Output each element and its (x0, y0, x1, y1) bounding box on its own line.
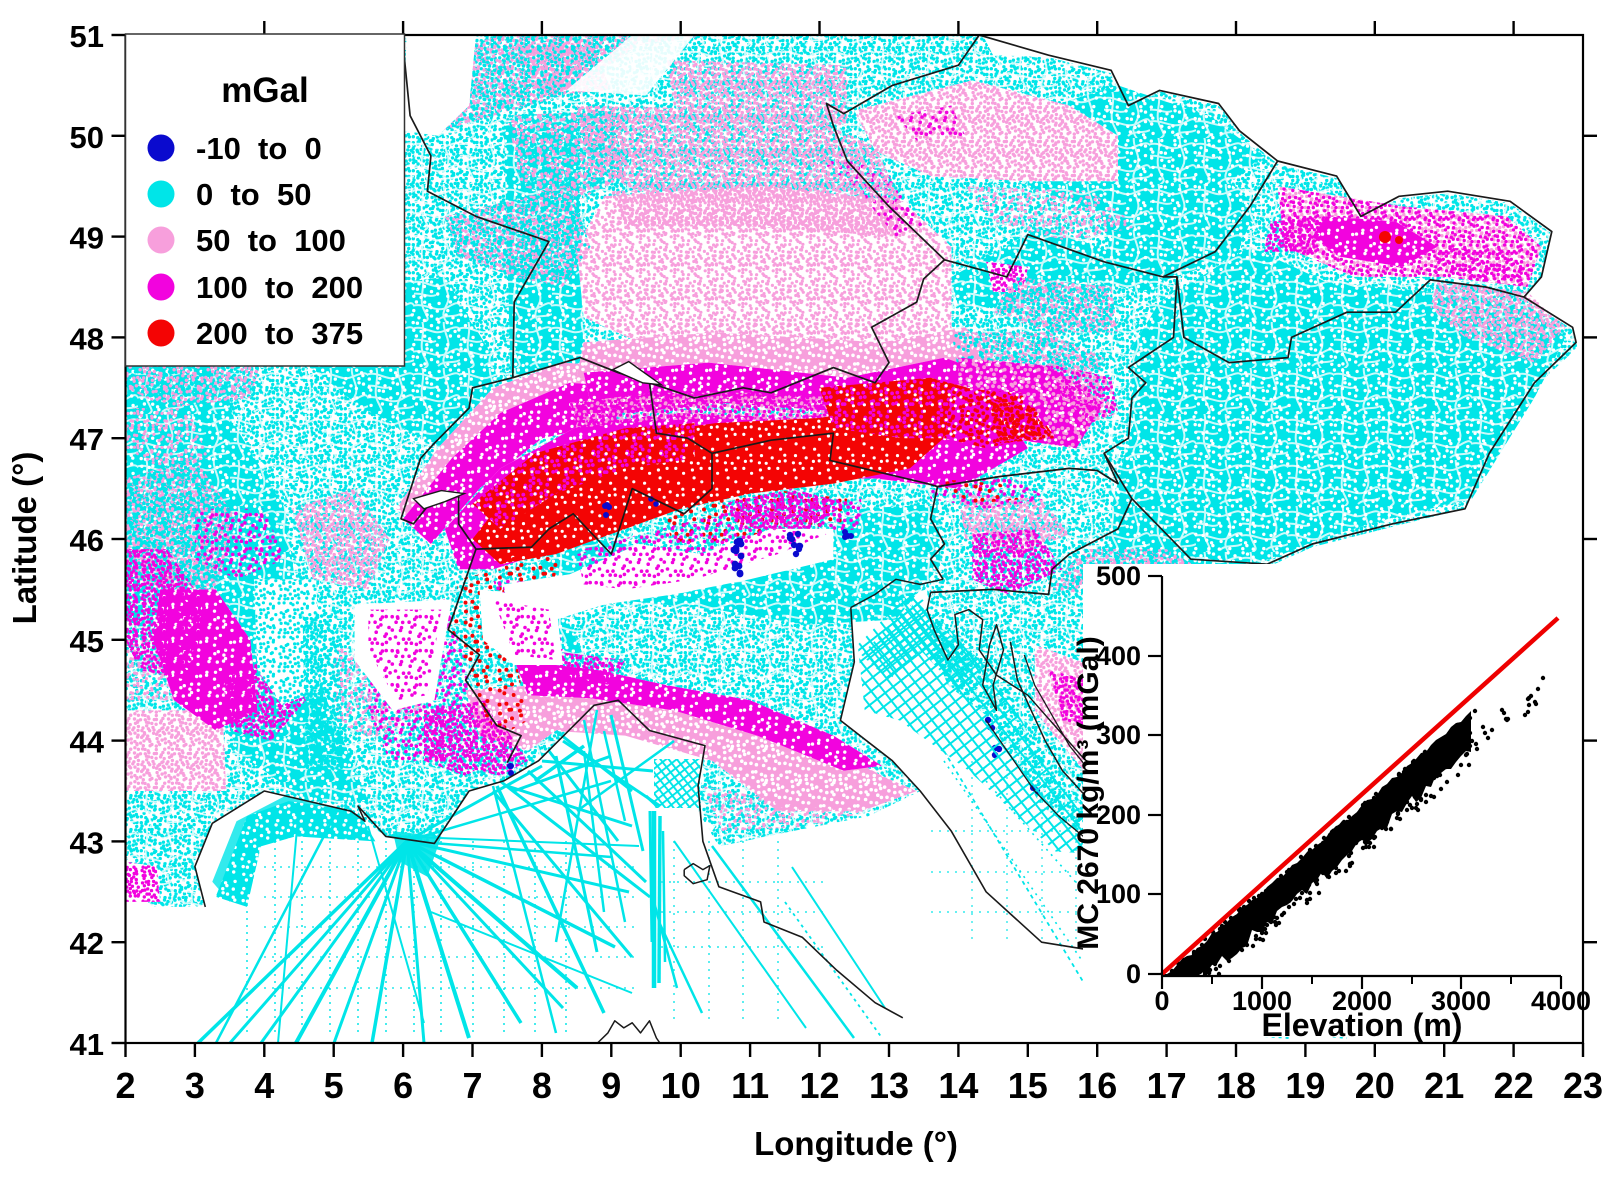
svg-text:43: 43 (70, 825, 104, 860)
svg-text:13: 13 (869, 1065, 909, 1106)
svg-text:3: 3 (185, 1065, 205, 1106)
svg-text:14: 14 (938, 1065, 978, 1106)
svg-text:20: 20 (1355, 1065, 1395, 1106)
svg-text:46: 46 (70, 523, 104, 558)
svg-text:18: 18 (1216, 1065, 1256, 1106)
svg-text:21: 21 (1424, 1065, 1464, 1106)
svg-text:4: 4 (254, 1065, 274, 1106)
svg-text:15: 15 (1008, 1065, 1048, 1106)
svg-text:10: 10 (661, 1065, 701, 1106)
svg-text:2: 2 (115, 1065, 135, 1106)
svg-text:45: 45 (70, 624, 104, 659)
svg-text:mGal: mGal (221, 71, 309, 110)
svg-text:44: 44 (70, 725, 105, 760)
svg-text:51: 51 (70, 19, 104, 54)
svg-text:300: 300 (1096, 720, 1141, 750)
svg-text:2000: 2000 (1332, 986, 1392, 1016)
svg-text:3000: 3000 (1431, 986, 1491, 1016)
svg-text:200: 200 (1096, 800, 1141, 830)
svg-text:12: 12 (799, 1065, 839, 1106)
svg-text:100: 100 (1096, 879, 1141, 909)
svg-text:47: 47 (70, 422, 104, 457)
svg-text:7: 7 (462, 1065, 482, 1106)
svg-text:100 to 200: 100 to 200 (196, 270, 363, 305)
svg-text:23: 23 (1563, 1065, 1603, 1106)
svg-text:0: 0 (1126, 959, 1141, 989)
svg-text:16: 16 (1077, 1065, 1117, 1106)
svg-text:5: 5 (324, 1065, 344, 1106)
svg-text:22: 22 (1494, 1065, 1534, 1106)
svg-text:19: 19 (1285, 1065, 1325, 1106)
svg-text:48: 48 (70, 321, 104, 356)
svg-text:Elevation (m): Elevation (m) (1262, 1007, 1463, 1043)
svg-text:500: 500 (1096, 561, 1141, 591)
svg-text:50 to 100: 50 to 100 (196, 223, 346, 258)
svg-text:42: 42 (70, 926, 104, 961)
svg-text:-10 to 0: -10 to 0 (196, 131, 322, 166)
svg-text:0 to 50: 0 to 50 (196, 177, 311, 212)
svg-text:9: 9 (601, 1065, 621, 1106)
svg-text:400: 400 (1096, 641, 1141, 671)
svg-text:8: 8 (532, 1065, 552, 1106)
svg-text:0: 0 (1154, 986, 1169, 1016)
svg-text:50: 50 (70, 120, 104, 155)
svg-text:Longitude (°): Longitude (°) (754, 1125, 958, 1162)
svg-text:Latitude (°): Latitude (°) (6, 452, 43, 625)
svg-text:MC 2670 kg/m³ (mGal): MC 2670 kg/m³ (mGal) (1072, 636, 1105, 949)
svg-text:41: 41 (70, 1027, 104, 1062)
svg-text:17: 17 (1147, 1065, 1187, 1106)
svg-text:49: 49 (70, 221, 104, 256)
svg-text:1000: 1000 (1232, 986, 1292, 1016)
svg-text:200 to 375: 200 to 375 (196, 316, 363, 351)
svg-text:4000: 4000 (1531, 986, 1591, 1016)
svg-text:11: 11 (731, 1065, 769, 1106)
svg-text:6: 6 (393, 1065, 413, 1106)
